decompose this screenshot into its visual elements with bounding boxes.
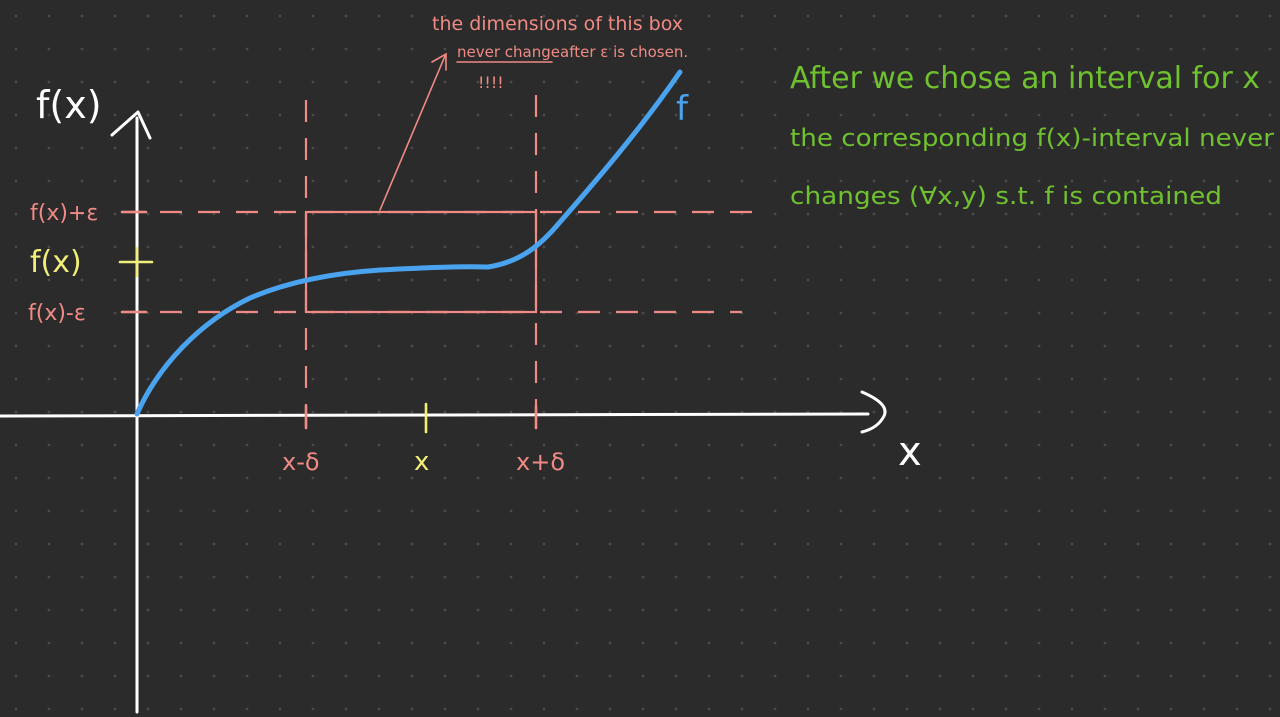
function-curve (134, 69, 683, 417)
lower-bound-label: f(x)-ε (28, 301, 86, 326)
annotation-arrow (379, 55, 446, 211)
annotation-line2: after ε is chosen. (560, 43, 688, 61)
annotation-arrowhead (431, 52, 447, 71)
annotation-underlined-phrase: never change (457, 43, 560, 61)
y-axis-arrow (110, 110, 152, 140)
center-value-label: f(x) (30, 245, 82, 280)
x-minus-delta-label: x-δ (282, 448, 320, 476)
epsilon-delta-box (304, 210, 538, 314)
x-axis (0, 412, 870, 418)
x-center-label: x (414, 447, 429, 477)
curve-label: f (676, 89, 689, 129)
y-axis-label: f(x) (36, 83, 102, 127)
x-axis-arrow (860, 390, 887, 434)
x-axis-label: x (898, 429, 922, 475)
note-line3: changes (∀x,y) s.t. f is contained (790, 182, 1222, 210)
upper-bound-label: f(x)+ε (30, 201, 98, 226)
note-line1: After we chose an interval for x (790, 61, 1260, 96)
x-plus-delta-label: x+δ (516, 448, 565, 476)
annotation-line1: the dimensions of this box (432, 13, 683, 35)
note-line2: the corresponding f(x)-interval never (790, 124, 1274, 152)
annotation-emphasis: !!!! (478, 73, 504, 92)
